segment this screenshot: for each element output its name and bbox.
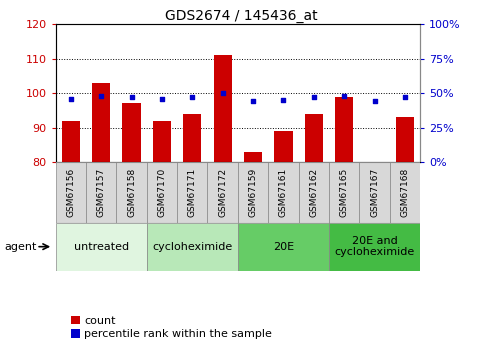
Bar [359, 162, 390, 223]
Bar [177, 162, 208, 223]
Bar [396, 117, 414, 162]
Bar [213, 55, 232, 162]
Text: GSM67170: GSM67170 [157, 168, 167, 217]
Text: GSM67165: GSM67165 [340, 168, 349, 217]
Text: untreated: untreated [73, 242, 128, 252]
Text: GSM67157: GSM67157 [97, 168, 106, 217]
Text: GSM67168: GSM67168 [400, 168, 410, 217]
Bar [329, 223, 420, 271]
Bar [147, 162, 177, 223]
Text: 20E: 20E [273, 242, 294, 252]
Text: GSM67171: GSM67171 [188, 168, 197, 217]
Bar [274, 131, 293, 162]
Text: GSM67167: GSM67167 [370, 168, 379, 217]
Text: GSM67161: GSM67161 [279, 168, 288, 217]
Point [249, 99, 257, 104]
Bar [298, 162, 329, 223]
Bar [56, 162, 86, 223]
Text: GDS2674 / 145436_at: GDS2674 / 145436_at [165, 9, 318, 23]
Bar [335, 97, 354, 162]
Point [158, 96, 166, 101]
Text: GSM67172: GSM67172 [218, 168, 227, 217]
Bar [92, 83, 110, 162]
Text: 20E and
cycloheximide: 20E and cycloheximide [335, 236, 415, 257]
Point [371, 99, 379, 104]
Text: cycloheximide: cycloheximide [152, 242, 232, 252]
Point [188, 95, 196, 100]
Bar [62, 121, 80, 162]
Text: GSM67159: GSM67159 [249, 168, 257, 217]
Legend: count, percentile rank within the sample: count, percentile rank within the sample [71, 316, 272, 339]
Bar [305, 114, 323, 162]
Point [97, 93, 105, 99]
Point [341, 93, 348, 99]
Bar [244, 152, 262, 162]
Point [401, 95, 409, 100]
Bar [238, 223, 329, 271]
Bar [153, 121, 171, 162]
Point [67, 96, 74, 101]
Bar [86, 162, 116, 223]
Bar [329, 162, 359, 223]
Bar [208, 162, 238, 223]
Text: agent: agent [5, 242, 37, 252]
Bar [268, 162, 298, 223]
Point [280, 97, 287, 103]
Text: GSM67158: GSM67158 [127, 168, 136, 217]
Point [128, 95, 135, 100]
Point [219, 90, 227, 96]
Bar [122, 104, 141, 162]
Bar [116, 162, 147, 223]
Bar [183, 114, 201, 162]
Bar [56, 223, 147, 271]
Text: GSM67162: GSM67162 [309, 168, 318, 217]
Text: GSM67156: GSM67156 [66, 168, 75, 217]
Point [310, 95, 318, 100]
Bar [390, 162, 420, 223]
Bar [147, 223, 238, 271]
Bar [238, 162, 268, 223]
